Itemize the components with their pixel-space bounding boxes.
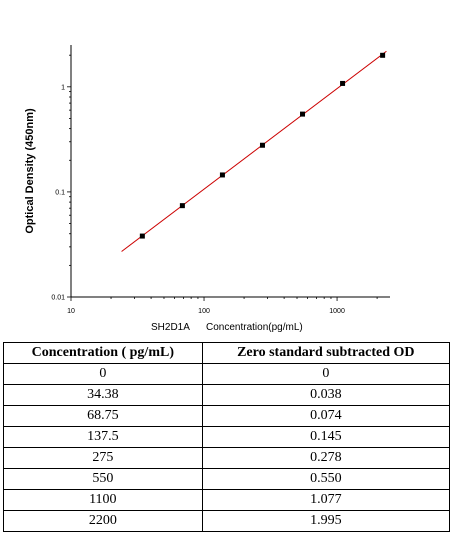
table-row: 34.38 0.038 [3,384,451,406]
standard-curve-chart: 10 100 1000 0.01 0.1 1 Optical Density (450nm… [24,45,390,333]
data-points-group [139,52,386,239]
cell-od: 0.038 [201,384,451,406]
cell-od: 1.995 [201,510,451,532]
cell-od: 0.074 [201,405,451,427]
cell-od: 0.145 [201,426,451,448]
table-row: 137.5 0.145 [3,426,451,448]
x-tick-label: 10 [67,308,75,315]
data-point [259,142,265,148]
cell-od: 0.550 [201,468,451,490]
data-point [219,172,225,178]
header-concentration: Concentration ( pg/mL) [3,342,203,364]
header-od: Zero standard subtracted OD [201,342,451,364]
data-point [380,52,386,58]
standard-table: Concentration ( pg/mL) Zero standard sub… [3,342,451,532]
data-point [340,80,346,86]
table-header-row: Concentration ( pg/mL) Zero standard sub… [3,342,451,364]
cell-concentration: 34.38 [3,384,203,406]
table-body: 0 0 34.38 0.038 68.75 0.074 137.5 0.145 275 0.278… [3,363,451,532]
y-tick-label: 0.1 [55,189,65,196]
cell-concentration: 1100 [3,489,203,511]
data-point [139,233,145,239]
cell-concentration: 2200 [3,510,203,532]
cell-od: 0 [201,363,451,385]
table-row: 275 0.278 [3,447,451,469]
cell-concentration: 550 [3,468,203,490]
cell-od: 1.077 [201,489,451,511]
y-tick-label: 1 [61,84,65,91]
table-row: 550 0.550 [3,468,451,490]
axis-labels-group: Optical Density (450nm) SH2D1A Concentrati… [24,108,303,333]
chart-axes: 10 100 1000 0.01 0.1 1 [51,45,390,315]
data-point [179,203,185,209]
cell-concentration: 68.75 [3,405,203,427]
y-axis-label: Optical Density (450nm) [24,108,36,234]
table-row: 68.75 0.074 [3,405,451,427]
cell-concentration: 0 [3,363,203,385]
x-axis-label-prefix: SH2D1A [151,322,190,333]
x-tick-label: 1000 [329,308,345,315]
fit-line [121,50,387,252]
fit-line-group [121,50,387,252]
x-tick-label: 100 [198,308,210,315]
cell-concentration: 137.5 [3,426,203,448]
table-row: 2200 1.995 [3,510,451,532]
x-axis-label: Concentration(pg/mL) [206,322,303,333]
cell-od: 0.278 [201,447,451,469]
data-point [300,111,306,117]
cell-concentration: 275 [3,447,203,469]
table-row: 1100 1.077 [3,489,451,511]
y-tick-label: 0.01 [51,295,65,302]
